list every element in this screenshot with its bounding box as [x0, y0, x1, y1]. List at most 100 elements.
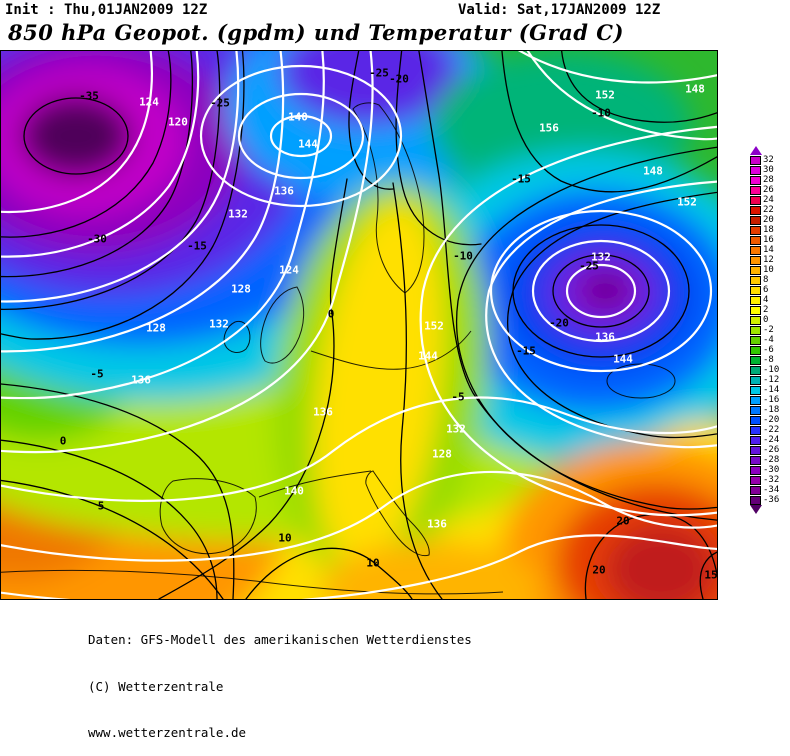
legend-color-swatch [750, 245, 761, 255]
legend-row: 30 [750, 165, 788, 175]
legend-value-label: -34 [763, 485, 780, 495]
legend-value-label: -32 [763, 475, 780, 485]
valid-time-label: Valid: Sat,17JAN2009 12Z [458, 2, 661, 18]
legend-value-label: -4 [763, 335, 774, 345]
temperature-color-blobs [1, 51, 717, 599]
legend-row: 26 [750, 185, 788, 195]
legend-value-label: 26 [763, 185, 774, 195]
legend-row: 2 [750, 305, 788, 315]
legend-value-label: -12 [763, 375, 780, 385]
legend-row: -28 [750, 455, 788, 465]
legend-value-label: -8 [763, 355, 774, 365]
map-title: 850 hPa Geopot. (gpdm) und Temperatur (G… [8, 20, 624, 45]
legend-row: -6 [750, 345, 788, 355]
legend-value-label: -36 [763, 495, 780, 505]
footer-data-source: Daten: GFS-Modell des amerikanischen Wet… [88, 632, 472, 647]
legend-value-label: 14 [763, 245, 774, 255]
legend-color-swatch [750, 455, 761, 465]
legend-value-label: -30 [763, 465, 780, 475]
legend-value-label: -2 [763, 325, 774, 335]
legend-row: 0 [750, 315, 788, 325]
legend-value-label: -10 [763, 365, 780, 375]
legend-value-label: -20 [763, 415, 780, 425]
temperature-legend: 32 30 28 26 24 22 20 18 16 14 12 10 8 6 4 2 0 -2 -4 -6 -8 -10… [750, 146, 788, 514]
legend-color-swatch [750, 275, 761, 285]
legend-color-swatch [750, 485, 761, 495]
legend-value-label: 32 [763, 155, 774, 165]
legend-value-label: -26 [763, 445, 780, 455]
legend-value-label: -18 [763, 405, 780, 415]
legend-value-label: 8 [763, 275, 769, 285]
legend-color-swatch [750, 165, 761, 175]
legend-color-swatch [750, 375, 761, 385]
legend-row: 20 [750, 215, 788, 225]
legend-row: 14 [750, 245, 788, 255]
legend-color-swatch [750, 315, 761, 325]
legend-color-swatch [750, 255, 761, 265]
legend-row: -4 [750, 335, 788, 345]
legend-color-swatch [750, 385, 761, 395]
legend-row: -10 [750, 365, 788, 375]
legend-color-swatch [750, 475, 761, 485]
footer-copyright: (C) Wetterzentrale [88, 678, 224, 694]
legend-row: -14 [750, 385, 788, 395]
legend-color-swatch [750, 395, 761, 405]
temperature-field-image [1, 51, 717, 599]
legend-color-swatch [750, 495, 761, 505]
legend-row: 6 [750, 285, 788, 295]
legend-value-label: 12 [763, 255, 774, 265]
legend-color-swatch [750, 285, 761, 295]
legend-value-label: 10 [763, 265, 774, 275]
legend-value-label: 18 [763, 225, 774, 235]
legend-color-swatch [750, 425, 761, 435]
weather-map-canvas[interactable]: 124 120 140 144 136 132 124 128 132 128 136 152 156 1… [0, 50, 718, 600]
legend-color-swatch [750, 445, 761, 455]
legend-color-swatch [750, 155, 761, 165]
legend-arrow-top-icon [750, 146, 762, 155]
legend-value-label: 24 [763, 195, 774, 205]
legend-color-swatch [750, 185, 761, 195]
legend-row: -32 [750, 475, 788, 485]
legend-color-swatch [750, 405, 761, 415]
legend-row: 16 [750, 235, 788, 245]
legend-row: -26 [750, 445, 788, 455]
legend-row: -16 [750, 395, 788, 405]
legend-color-swatch [750, 295, 761, 305]
legend-row: -8 [750, 355, 788, 365]
legend-row: 8 [750, 275, 788, 285]
legend-row: 24 [750, 195, 788, 205]
legend-row: -30 [750, 465, 788, 475]
temperature-contours [1, 51, 717, 599]
legend-scale: 32 30 28 26 24 22 20 18 16 14 12 10 8 6 4 2 0 -2 -4 -6 -8 -10… [750, 155, 788, 505]
legend-color-swatch [750, 335, 761, 345]
legend-row: -34 [750, 485, 788, 495]
legend-row: 12 [750, 255, 788, 265]
legend-value-label: 22 [763, 205, 774, 215]
legend-row: 22 [750, 205, 788, 215]
legend-arrow-bottom-icon [750, 505, 762, 514]
legend-value-label: 16 [763, 235, 774, 245]
legend-value-label: 4 [763, 295, 769, 305]
legend-value-label: 6 [763, 285, 769, 295]
geopotential-contours [1, 51, 717, 599]
legend-value-label: 20 [763, 215, 774, 225]
legend-row: -36 [750, 495, 788, 505]
legend-color-swatch [750, 345, 761, 355]
legend-value-label: -6 [763, 345, 774, 355]
legend-row: -18 [750, 405, 788, 415]
legend-row: 18 [750, 225, 788, 235]
legend-value-label: -22 [763, 425, 780, 435]
legend-value-label: -14 [763, 385, 780, 395]
legend-color-swatch [750, 325, 761, 335]
legend-row: -12 [750, 375, 788, 385]
legend-color-swatch [750, 225, 761, 235]
legend-value-label: -16 [763, 395, 780, 405]
legend-row: 32 [750, 155, 788, 165]
legend-value-label: 2 [763, 305, 769, 315]
legend-color-swatch [750, 305, 761, 315]
legend-color-swatch [750, 265, 761, 275]
legend-color-swatch [750, 205, 761, 215]
footer-url: www.wetterzentrale.de [88, 725, 247, 740]
footer-credits: Daten: GFS-Modell des amerikanischen Wet… [88, 601, 472, 756]
legend-color-swatch [750, 435, 761, 445]
